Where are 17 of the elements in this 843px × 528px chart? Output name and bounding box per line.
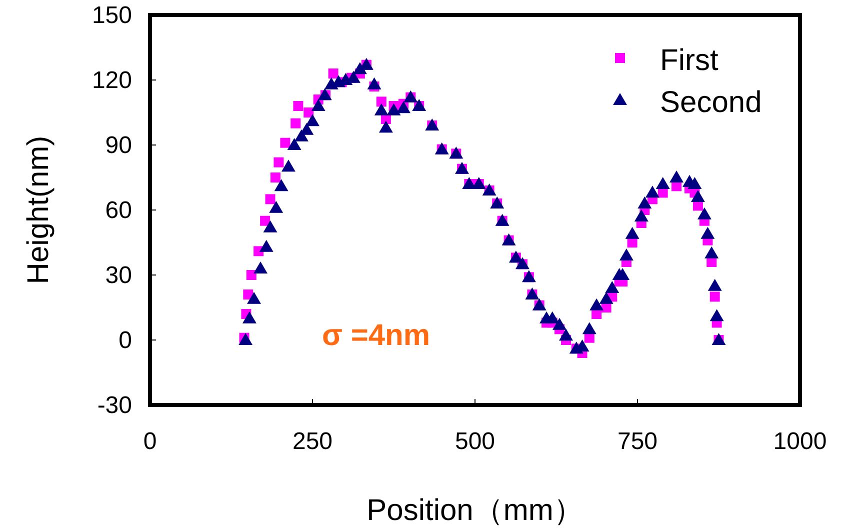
y-tick-label: 30 xyxy=(105,262,132,289)
y-tick-label: 90 xyxy=(105,132,132,159)
y-tick-label: -30 xyxy=(97,392,132,419)
x-tick-label: 1000 xyxy=(773,428,827,455)
x-tick-label: 250 xyxy=(292,428,333,455)
y-axis-title: Height(nm) xyxy=(22,136,55,284)
x-axis-title: Position（mm） xyxy=(366,494,584,527)
x-tick-label: 750 xyxy=(617,428,658,455)
y-tick-label: 150 xyxy=(92,2,132,29)
x-tick-label: 0 xyxy=(143,428,157,455)
legend-label: First xyxy=(660,44,719,77)
x-tick-label: 500 xyxy=(454,428,496,455)
annotation: σ =4nm xyxy=(322,319,430,352)
y-tick-label: 60 xyxy=(105,197,132,224)
y-tick-label: 120 xyxy=(92,67,132,94)
y-tick-label: 0 xyxy=(118,327,132,354)
legend-label: Second xyxy=(660,86,762,119)
